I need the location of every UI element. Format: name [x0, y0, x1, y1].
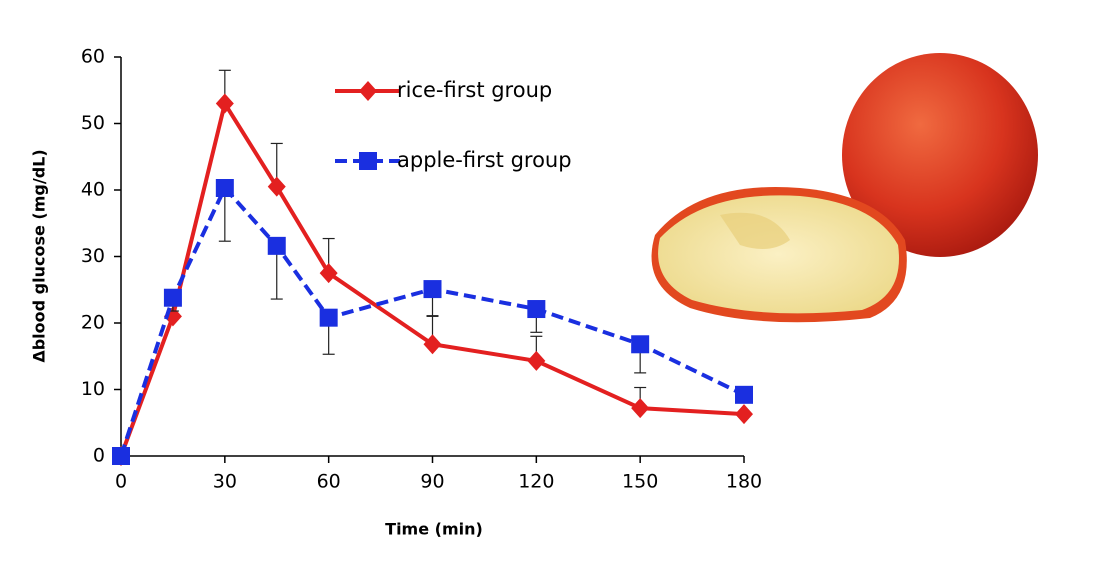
marker [735, 404, 753, 425]
marker [215, 179, 234, 198]
marker [423, 334, 442, 355]
marker [631, 398, 650, 419]
marker [319, 263, 338, 284]
x-tick-label: 180 [726, 471, 762, 493]
x-axis-title: Time (min) [385, 520, 483, 539]
marker [267, 176, 286, 197]
y-tick-label: 0 [93, 445, 105, 467]
x-tick-label: 150 [622, 471, 658, 493]
marker [319, 308, 338, 327]
y-tick-label: 20 [81, 312, 105, 334]
marker [215, 93, 234, 114]
marker [163, 288, 182, 307]
x-tick-label: 90 [420, 471, 444, 493]
y-tick-label: 40 [81, 179, 105, 201]
apple-core [720, 212, 790, 249]
marker [359, 81, 377, 101]
y-tick-label: 60 [81, 46, 105, 68]
y-tick-label: 30 [81, 245, 105, 267]
marker [267, 236, 286, 255]
x-tick-label: 60 [317, 471, 341, 493]
y-axis-title: Δblood glucose (mg/dL) [30, 149, 49, 362]
y-tick-label: 10 [81, 378, 105, 400]
legend-label: rice-first group [397, 78, 552, 102]
marker [631, 335, 650, 354]
x-tick-label: 120 [518, 471, 554, 493]
legend-label: apple-first group [397, 148, 572, 172]
x-tick-label: 0 [115, 471, 127, 493]
x-tick-label: 30 [213, 471, 237, 493]
marker [527, 350, 546, 371]
apple [842, 53, 1038, 257]
marker [735, 385, 753, 404]
apple-slice [658, 195, 899, 314]
marker [359, 152, 377, 170]
marker [423, 280, 442, 299]
apple-illustration [651, 53, 1038, 323]
marker [112, 447, 130, 465]
marker [527, 300, 546, 319]
y-tick-label: 50 [81, 112, 105, 134]
